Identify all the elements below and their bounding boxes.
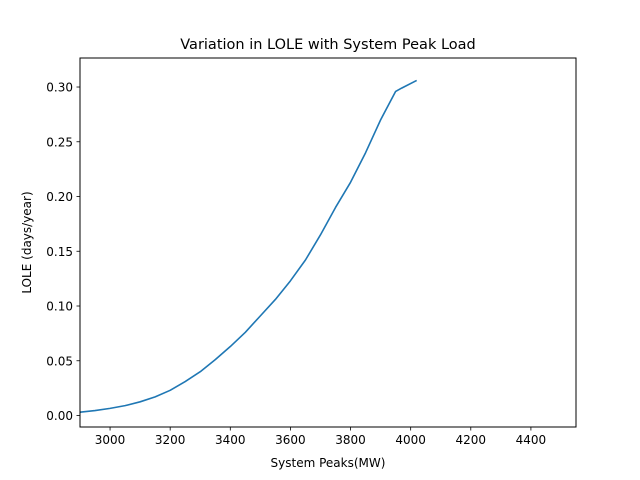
series-line — [79, 79, 418, 414]
x-tick-label: 4000 — [395, 433, 426, 447]
x-tick-label: 3200 — [155, 433, 186, 447]
axes-frame — [79, 57, 577, 428]
x-tick-label: 3000 — [95, 433, 126, 447]
x-tick-label: 4200 — [456, 433, 487, 447]
y-tick-label: 0.05 — [46, 354, 73, 368]
y-tick-label: 0.25 — [46, 135, 73, 149]
plot-area — [79, 79, 418, 414]
y-tick-label: 0.20 — [46, 190, 73, 204]
y-axis-title: LOLE (days/year) — [20, 191, 34, 293]
x-tick-label: 3400 — [215, 433, 246, 447]
chart-title: Variation in LOLE with System Peak Load — [180, 37, 475, 53]
x-tick-label: 3600 — [275, 433, 306, 447]
x-axis-title: System Peaks(MW) — [271, 456, 386, 470]
x-tick-label: 4400 — [516, 433, 547, 447]
y-tick-label: 0.15 — [46, 245, 73, 259]
x-tick-label: 3800 — [335, 433, 366, 447]
y-tick-label: 0.00 — [46, 409, 73, 423]
y-tick-label: 0.30 — [46, 81, 73, 95]
y-tick-label: 0.10 — [46, 300, 73, 314]
